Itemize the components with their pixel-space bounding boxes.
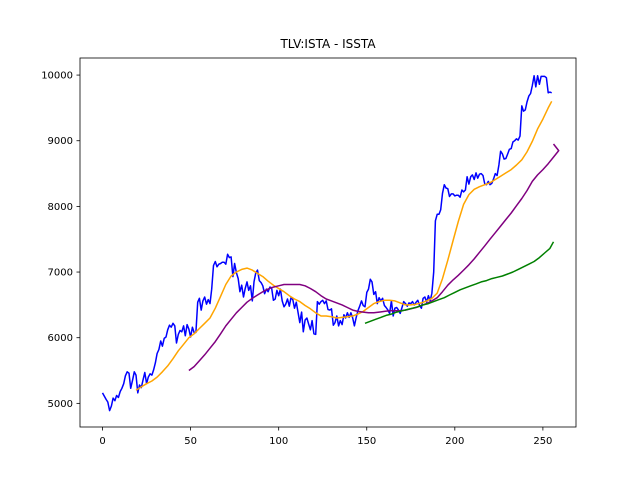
y-tick-label-3: 8000 <box>48 202 73 213</box>
y-tick-label-5: 10000 <box>41 71 73 82</box>
y-tick-label-1: 6000 <box>48 333 73 344</box>
series-line-1 <box>101 74 552 412</box>
plot-frame <box>79 57 577 428</box>
x-tick-label-3: 150 <box>357 436 376 447</box>
y-tick-label-2: 7000 <box>48 268 73 279</box>
x-tick-label-5: 250 <box>533 436 552 447</box>
y-tick-label-0: 5000 <box>48 399 73 410</box>
x-tick-label-0: 0 <box>99 436 105 447</box>
series-layer <box>101 74 560 412</box>
y-tick-label-4: 9000 <box>48 136 73 147</box>
series-line-2 <box>135 100 553 391</box>
x-tick-label-2: 100 <box>269 436 288 447</box>
series-line-4 <box>364 241 555 325</box>
axes-layer: 0 50 100 150 200 250 5000 6000 7000 8000 9000 10000 <box>41 57 577 447</box>
x-tick-label-1: 50 <box>184 436 197 447</box>
x-tick-label-4: 200 <box>445 436 464 447</box>
chart-title: TLV:ISTA - ISSTA <box>279 37 376 51</box>
series-line-3 <box>188 143 560 372</box>
